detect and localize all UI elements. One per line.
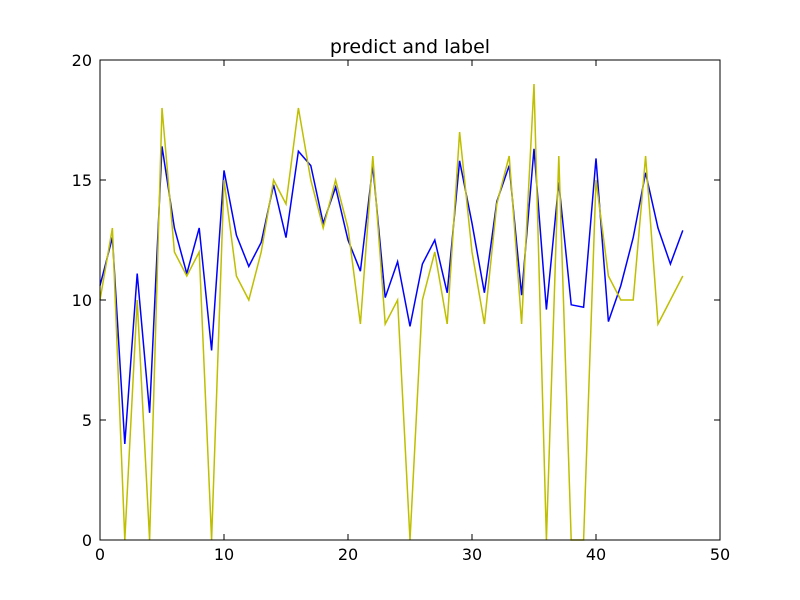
series-layer xyxy=(99,83,684,541)
series-line-1 xyxy=(99,146,684,445)
x-tick-label: 50 xyxy=(710,545,730,564)
series-line-2 xyxy=(99,83,684,541)
y-tick-label: 5 xyxy=(82,411,92,430)
y-tick-label: 15 xyxy=(72,171,92,190)
x-tick-label: 30 xyxy=(462,545,482,564)
y-tick-label: 10 xyxy=(72,291,92,310)
x-tick-label: 40 xyxy=(586,545,606,564)
x-tick-label: 20 xyxy=(338,545,358,564)
x-tick-label: 10 xyxy=(214,545,234,564)
y-tick-label: 0 xyxy=(82,531,92,550)
x-tick-label: 0 xyxy=(95,545,105,564)
y-tick-label: 20 xyxy=(72,51,92,70)
chart-title: predict and label xyxy=(330,36,490,58)
ticks-layer: 0 10 20 30 40 50 0 5 10 15 20 xyxy=(72,51,731,564)
